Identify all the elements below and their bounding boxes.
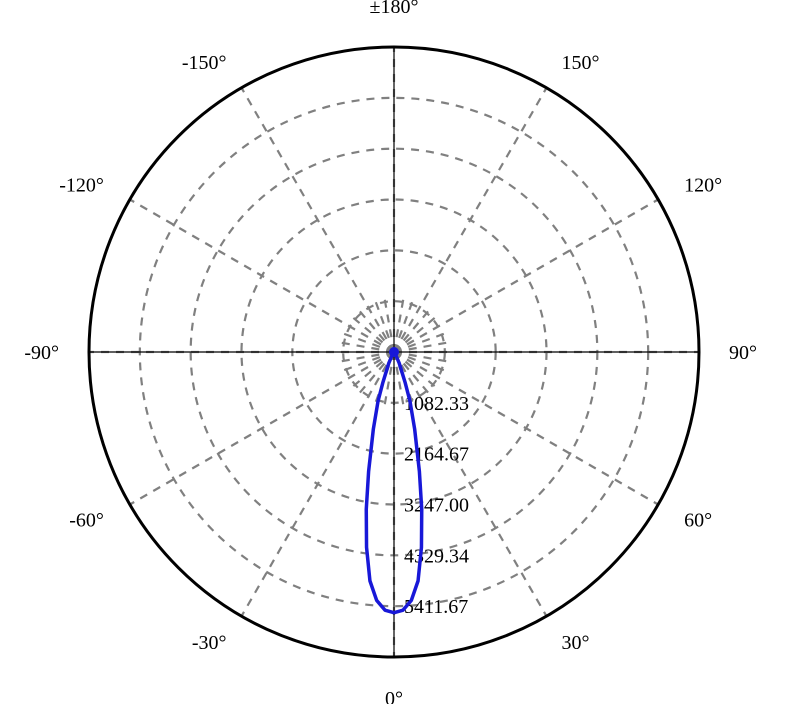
angle-label: ±180° — [370, 0, 419, 18]
center-dot — [389, 347, 399, 357]
angle-label: -120° — [59, 175, 104, 197]
angle-label: 90° — [729, 342, 757, 364]
angle-label: -60° — [69, 510, 104, 532]
radial-label: 5411.67 — [404, 596, 468, 618]
angle-label: -90° — [24, 342, 59, 364]
radial-label: 1082.33 — [404, 393, 469, 415]
angle-label: 120° — [684, 175, 722, 197]
angle-label: 0° — [385, 688, 403, 704]
angle-label: 60° — [684, 510, 712, 532]
angle-label: -30° — [192, 632, 227, 654]
angle-label: 30° — [562, 632, 590, 654]
radial-label: 4329.34 — [404, 545, 469, 567]
polar-chart: 1082.33 2164.67 3247.00 4329.34 5411.67 ±180°… — [0, 0, 788, 704]
angle-label: 150° — [562, 52, 600, 74]
radial-label: 3247.00 — [404, 495, 469, 517]
radial-label: 2164.67 — [404, 444, 469, 466]
angle-label: -150° — [182, 52, 227, 74]
